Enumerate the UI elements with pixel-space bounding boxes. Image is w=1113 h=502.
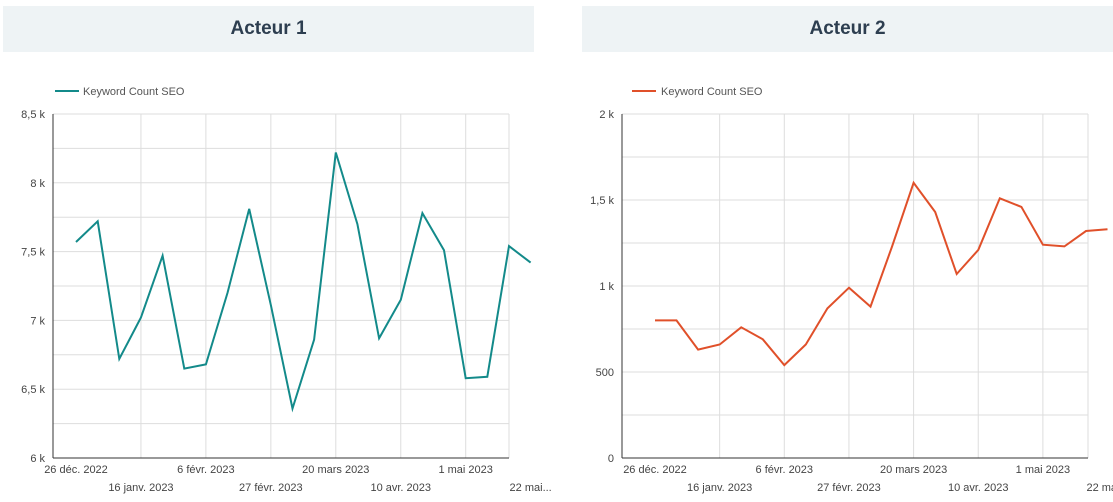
legend[interactable]: Keyword Count SEO [55,86,185,98]
x-tick-label: 10 avr. 2023 [948,482,1009,494]
series-line[interactable] [75,152,532,413]
x-tick-label: 27 févr. 2023 [817,482,881,494]
legend-label: Keyword Count SEO [83,86,185,98]
y-tick-label: 1,5 k [590,195,614,207]
x-tick-label: 6 févr. 2023 [756,464,814,476]
x-tick-label: 20 mars 2023 [302,464,369,476]
x-tick-label: 20 mars 2023 [880,464,947,476]
panel-header: Acteur 2 [582,6,1113,52]
y-tick-label: 500 [596,367,614,379]
y-tick-label: 6 k [30,453,45,465]
x-tick-label: 1 mai 2023 [1016,464,1070,476]
line-chart: Keyword Count SEO 0 500 1 k 1,5 k 2 k 26 déc.… [590,86,1113,494]
x-tick-label: 6 févr. 2023 [177,464,235,476]
panel-title: Acteur 1 [230,18,307,39]
x-tick-label: 22 mai... [1086,482,1113,494]
legend-label: Keyword Count SEO [661,86,763,98]
y-tick-label: 7 k [30,315,45,327]
x-tick-label: 26 déc. 2022 [44,464,108,476]
x-tick-label: 16 janv. 2023 [108,482,173,494]
y-tick-label: 2 k [599,109,614,121]
series-line[interactable] [655,180,1108,367]
x-tick-label: 10 avr. 2023 [370,482,431,494]
y-tick-label: 6,5 k [21,384,45,396]
x-tick-label: 26 déc. 2022 [623,464,687,476]
chart-panel-acteur-1: Acteur 1 Keyword Count SEO 6 k 6,5 k 7 k 7,… [3,0,552,502]
legend[interactable]: Keyword Count SEO [632,86,763,98]
x-tick-label: 27 févr. 2023 [239,482,303,494]
y-tick-label: 0 [608,453,614,465]
y-tick-label: 1 k [599,281,614,293]
chart-panel-acteur-2: Acteur 2 Keyword Count SEO 0 500 1 k 1,5 k 2… [582,0,1113,502]
y-tick-label: 7,5 k [21,247,45,259]
panel-header: Acteur 1 [3,6,534,52]
line-chart: Keyword Count SEO 6 k 6,5 k 7 k 7,5 k 8 k 8,5… [21,86,552,494]
y-tick-label: 8 k [30,178,45,190]
x-tick-label: 22 mai... [510,482,552,494]
y-tick-label: 8,5 k [21,109,45,121]
gridlines [53,113,510,458]
x-tick-label: 16 janv. 2023 [687,482,752,494]
panel-title: Acteur 2 [809,18,886,39]
gridlines [622,113,1089,458]
x-tick-label: 1 mai 2023 [438,464,492,476]
